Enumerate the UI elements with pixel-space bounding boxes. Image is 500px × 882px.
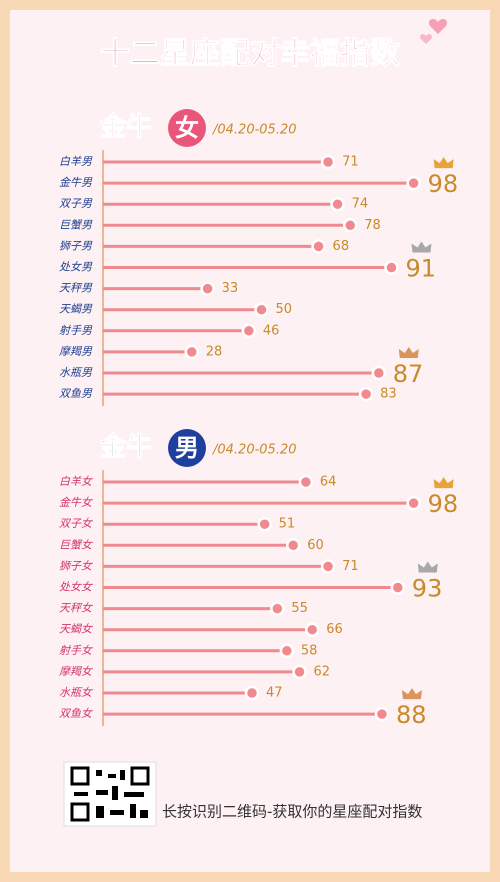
badge-circle <box>168 429 206 467</box>
category-label: 白羊男 <box>59 155 93 168</box>
crown <box>433 477 454 489</box>
bar-dot <box>270 601 285 616</box>
value-label: 50 <box>276 302 293 317</box>
crown <box>417 561 438 573</box>
bar-dot <box>320 559 336 574</box>
value-label: 60 <box>307 538 324 553</box>
category-label: 天蝎女 <box>59 623 94 636</box>
value-label: 68 <box>333 239 350 254</box>
bar-dot <box>304 622 320 637</box>
value-label: 64 <box>320 475 337 490</box>
value-label: 55 <box>291 601 308 616</box>
value-label: 88 <box>396 701 427 729</box>
category-label: 处女男 <box>59 261 93 274</box>
panel <box>10 10 490 872</box>
section-badge: 男 <box>175 434 199 462</box>
bar-dot <box>371 365 387 381</box>
category-label: 双鱼女 <box>59 707 94 720</box>
bar-dot <box>406 495 421 511</box>
category-label: 射手女 <box>59 644 94 657</box>
value-label: 98 <box>428 170 459 198</box>
category-label: 水瓶男 <box>59 366 93 379</box>
bar-dot <box>330 196 345 212</box>
bar-dot <box>279 643 295 659</box>
value-label: 46 <box>263 323 280 338</box>
value-label: 66 <box>326 622 343 637</box>
category-label: 天蝎男 <box>59 303 93 316</box>
value-label: 87 <box>393 360 424 388</box>
qr-code <box>63 761 157 827</box>
value-label: 98 <box>428 490 459 518</box>
bar-dot <box>343 218 358 233</box>
category-label: 巨蟹男 <box>59 218 93 231</box>
value-label: 91 <box>405 255 436 283</box>
value-label: 78 <box>364 218 381 233</box>
category-label: 天秤男 <box>59 282 93 295</box>
crown <box>398 347 419 358</box>
value-label: 93 <box>412 575 443 603</box>
bar-dot <box>384 260 399 275</box>
page-title: 十二星座配对幸福指数 <box>100 37 401 72</box>
category-label: 狮子男 <box>59 239 93 252</box>
category-label: 双子女 <box>59 517 94 530</box>
heart <box>420 34 432 44</box>
category-label: 水瓶女 <box>59 686 94 699</box>
bar-dot <box>257 516 272 532</box>
category-label: 摩羯女 <box>59 665 94 678</box>
category-label: 双鱼男 <box>59 387 93 400</box>
bar-dot <box>244 685 260 701</box>
value-label: 33 <box>222 281 239 296</box>
section-title: 金牛 <box>99 432 152 463</box>
category-label: 天秤女 <box>59 602 94 615</box>
category-label: 白羊女 <box>59 475 94 488</box>
section-title: 金牛 <box>99 112 152 143</box>
value-label: 71 <box>342 559 359 574</box>
bar-dot <box>298 474 314 490</box>
category-label: 巨蟹女 <box>59 538 94 551</box>
category-label: 摩羯男 <box>59 345 93 358</box>
category-label: 金牛男 <box>59 176 93 189</box>
bar-dot <box>200 281 215 296</box>
category-label: 射手男 <box>59 324 93 337</box>
bar-dot <box>184 344 200 360</box>
section-subtitle: /04.20-05.20 <box>212 123 297 138</box>
section-badge: 女 <box>175 114 199 142</box>
value-label: 58 <box>301 643 318 658</box>
bar-dot <box>241 323 257 339</box>
bar-dot <box>358 386 374 402</box>
value-label: 47 <box>266 686 283 701</box>
category-label: 狮子女 <box>59 559 94 572</box>
bar-dot <box>374 706 390 722</box>
value-label: 28 <box>206 344 223 359</box>
value-label: 62 <box>314 664 331 679</box>
value-label: 74 <box>352 197 369 212</box>
crown <box>411 241 432 253</box>
crown <box>401 688 422 700</box>
heart <box>428 19 448 34</box>
bar-dot <box>285 538 301 553</box>
value-label: 71 <box>342 155 359 170</box>
bar-dot <box>311 239 326 254</box>
section-subtitle: /04.20-05.20 <box>212 443 297 458</box>
category-label: 处女女 <box>59 581 94 594</box>
bar-dot <box>320 154 336 170</box>
category-label: 金牛女 <box>59 496 94 509</box>
bar-dot <box>292 664 307 680</box>
badge-circle <box>168 109 206 147</box>
footer-text: 长按识别二维码-获取你的星座配对指数 <box>162 803 422 821</box>
value-label: 51 <box>279 517 296 532</box>
category-label: 双子男 <box>59 197 93 210</box>
bar-dot <box>254 302 269 317</box>
bar-dot <box>406 175 421 191</box>
value-label: 83 <box>380 387 397 402</box>
bar-dot <box>390 580 406 595</box>
crown <box>433 157 454 169</box>
